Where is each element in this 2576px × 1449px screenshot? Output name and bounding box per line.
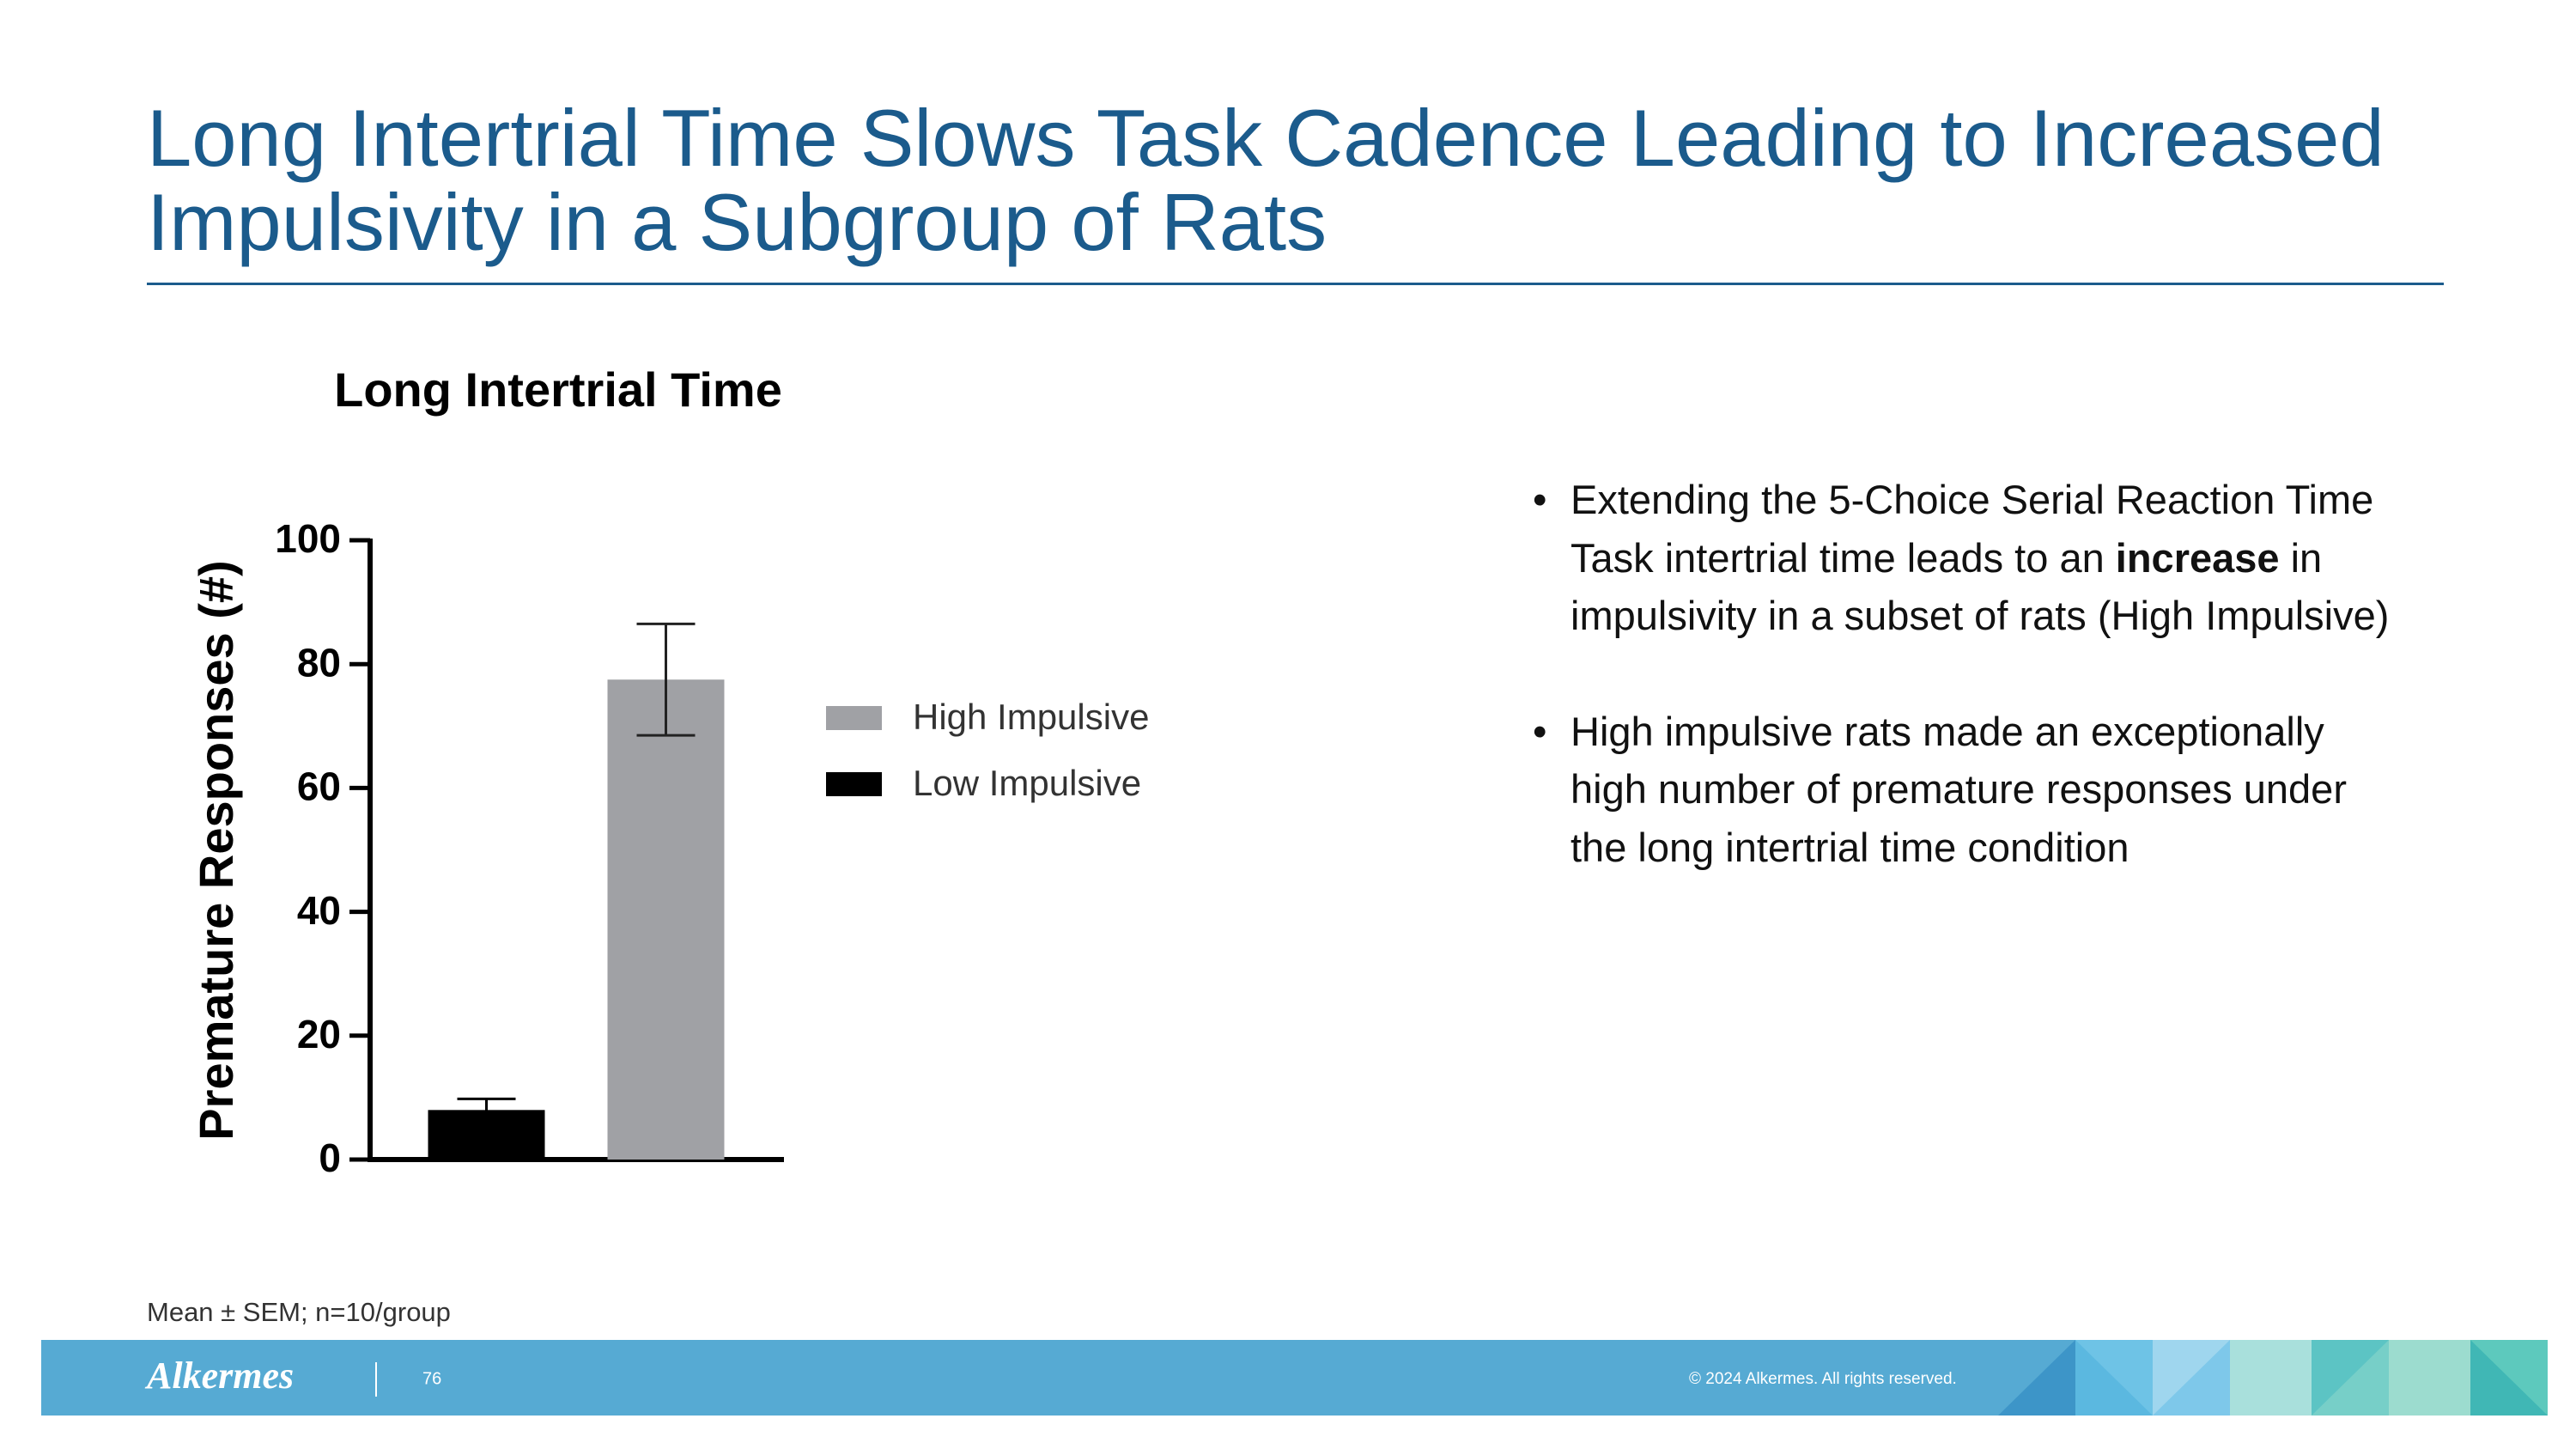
decor <box>2470 1340 2548 1416</box>
title-rule <box>147 283 2444 285</box>
bullet: Extending the 5-Choice Serial Reaction T… <box>1533 471 2391 645</box>
y-tick-label: 80 <box>297 640 341 685</box>
legend-swatch <box>826 772 882 796</box>
bar <box>607 679 725 1160</box>
decor <box>2230 1340 2312 1416</box>
chart: Long Intertrial Time Premature Responses… <box>189 362 1150 1180</box>
legend-swatch <box>826 706 882 730</box>
bullet-text: in impulsivity in a subset of rats (High… <box>1571 534 2390 639</box>
bullet: High impulsive rats made an exceptionall… <box>1533 703 2391 877</box>
copyright: © 2024 Alkermes. All rights reserved. <box>1689 1370 1957 1388</box>
decor <box>2389 1340 2470 1416</box>
bullet-bold: increase <box>2115 534 2280 581</box>
bullet-text: High impulsive rats made an exceptionall… <box>1571 708 2347 870</box>
decor <box>2153 1340 2230 1416</box>
footer: Alkermes 76 © 2024 Alkermes. All rights … <box>41 1340 2548 1416</box>
error-bar <box>457 1097 516 1123</box>
y-tick-label: 0 <box>319 1135 341 1180</box>
y-axis-label: Premature Responses (#) <box>189 560 243 1140</box>
logo: Alkermes <box>144 1355 294 1397</box>
slide-title: Long Intertrial Time Slows Task Cadence … <box>147 93 2385 267</box>
y-tick-label: 100 <box>275 516 341 561</box>
y-tick-label: 40 <box>297 888 341 933</box>
decor <box>1998 1340 2075 1416</box>
legend-label: High Impulsive <box>913 697 1149 737</box>
legend-label: Low Impulsive <box>913 763 1141 803</box>
page-number: 76 <box>422 1369 441 1388</box>
footnote: Mean ± SEM; n=10/group <box>147 1297 451 1327</box>
y-tick-label: 60 <box>297 764 341 809</box>
y-tick-label: 20 <box>297 1012 341 1056</box>
error-bar <box>636 622 696 737</box>
chart-title: Long Intertrial Time <box>334 362 782 417</box>
bullet-text: Extending the 5-Choice Serial Reaction T… <box>1571 477 2374 581</box>
decor <box>2075 1340 2153 1416</box>
bullet-list: Extending the 5-Choice Serial Reaction T… <box>1533 471 2391 934</box>
decor <box>2312 1340 2389 1416</box>
